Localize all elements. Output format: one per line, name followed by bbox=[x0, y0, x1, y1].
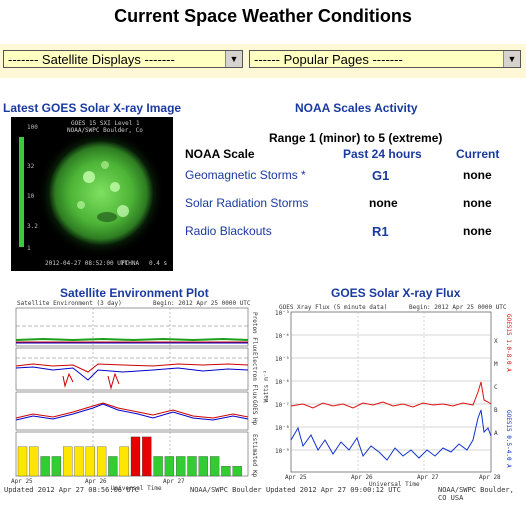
image-exposure: 0.4 s bbox=[149, 260, 168, 267]
xray-flux-svg bbox=[290, 311, 492, 473]
panel-label: Electron Flux bbox=[251, 352, 258, 399]
y-axis-label: Watts m⁻² bbox=[263, 370, 270, 403]
panel-label: Estimated Kp bbox=[251, 434, 258, 478]
sat-env-credit: NOAA/SWPC Boulder, CO USA bbox=[190, 486, 296, 494]
kp-bar bbox=[51, 456, 62, 477]
kp-bar bbox=[221, 466, 231, 477]
y-tick-label: 10⁻³ bbox=[275, 310, 290, 317]
xray-image-heading[interactable]: Latest GOES Solar X-ray Image bbox=[3, 101, 182, 115]
flare-class-label: X bbox=[494, 338, 498, 345]
image-filter: PTHNA bbox=[121, 260, 140, 267]
kp-bar bbox=[40, 456, 50, 477]
kp-bar bbox=[96, 446, 107, 477]
kp-bar-svg bbox=[17, 436, 242, 477]
sat-env-subtitle: Satellite Environment (3 day) bbox=[17, 300, 122, 307]
panel-label: Proton Flux bbox=[251, 312, 258, 352]
x-tick-label: Apr 27 bbox=[163, 478, 185, 485]
y-tick-label: 10⁻⁴ bbox=[275, 333, 290, 340]
chevron-down-icon[interactable]: ▼ bbox=[503, 51, 520, 67]
x-tick-label: Apr 26 bbox=[85, 478, 107, 485]
page-title: Current Space Weather Conditions bbox=[114, 6, 412, 26]
noaa-col-scale: NOAA Scale bbox=[185, 147, 255, 161]
kp-bar bbox=[119, 446, 129, 477]
kp-bar bbox=[85, 446, 95, 477]
geomagnetic-current-value: none bbox=[463, 168, 492, 182]
noaa-range-text: Range 1 (minor) to 5 (extreme) bbox=[269, 131, 443, 145]
radio-past-value[interactable]: R1 bbox=[372, 224, 389, 239]
x-tick-label: Apr 27 bbox=[417, 474, 439, 481]
kp-bar bbox=[63, 446, 73, 477]
kp-bar bbox=[130, 436, 141, 477]
flare-class-label: C bbox=[494, 384, 498, 391]
x-tick-label: Apr 28 bbox=[479, 474, 501, 481]
popular-pages-select[interactable]: ------ Popular Pages ------- ▼ bbox=[249, 50, 521, 68]
solar-radiation-storms-link[interactable]: Solar Radiation Storms bbox=[185, 196, 309, 210]
kp-bar bbox=[108, 456, 118, 477]
flare-class-label: B bbox=[494, 407, 498, 414]
noaa-scales-heading[interactable]: NOAA Scales Activity bbox=[295, 101, 418, 115]
sat-env-begin: Begin: 2012 Apr 25 0000 UTC bbox=[153, 300, 251, 307]
image-caption-top: GOES 15 SXI Level 1 bbox=[71, 120, 140, 127]
x-axis-label: Universal Time bbox=[111, 485, 162, 492]
sat-env-plot[interactable]: Satellite Environment (3 day) Begin: 201… bbox=[3, 300, 260, 495]
popular-pages-select-value: ------ Popular Pages ------- bbox=[254, 52, 403, 67]
kp-bar bbox=[74, 446, 84, 477]
xray-flux-credit: NOAA/SWPC Boulder, CO USA bbox=[438, 486, 514, 502]
radiation-current-value: none bbox=[463, 196, 492, 210]
kp-bar bbox=[29, 446, 39, 477]
colorbar-label: 100 bbox=[27, 124, 38, 131]
kp-bar bbox=[232, 466, 242, 477]
sat-env-updated: Updated 2012 Apr 27 08:56:06 UTC bbox=[4, 486, 139, 494]
solar-xray-image[interactable]: GOES 15 SXI Level 1 NOAA/SWPC Boulder, C… bbox=[11, 117, 173, 271]
colorbar-label: 3.2 bbox=[27, 223, 38, 230]
flare-class-label: M bbox=[494, 361, 498, 368]
xray-flux-plot[interactable]: GOES Xray Flux (5 minute data) Begin: 20… bbox=[263, 300, 525, 495]
colorbar-label: 10 bbox=[27, 193, 35, 200]
y-tick-label: 10⁻⁷ bbox=[275, 402, 290, 409]
geomagnetic-past-value[interactable]: G1 bbox=[372, 168, 390, 183]
x-tick-label: Apr 26 bbox=[351, 474, 373, 481]
geomagnetic-storms-link[interactable]: Geomagnetic Storms * bbox=[185, 168, 306, 182]
kp-bar bbox=[142, 436, 152, 477]
xray-flux-begin: Begin: 2012 Apr 25 0000 UTC bbox=[409, 304, 507, 311]
kp-bar bbox=[187, 456, 197, 477]
sat-env-heading[interactable]: Satellite Environment Plot bbox=[60, 286, 209, 300]
legend-long-channel: GOES15 1.0-8.0 A bbox=[505, 314, 512, 372]
noaa-col-24h: Past 24 hours bbox=[343, 147, 422, 161]
sat-env-svg bbox=[15, 307, 249, 477]
xray-flux-updated: Updated 2012 Apr 27 09:00:12 UTC bbox=[266, 486, 401, 494]
satellite-displays-select-value: ------- Satellite Displays ------- bbox=[8, 52, 175, 67]
xray-flux-subtitle: GOES Xray Flux (5 minute data) bbox=[279, 304, 388, 311]
colorbar-label: 32 bbox=[27, 163, 35, 170]
kp-bar bbox=[209, 456, 220, 477]
y-tick-label: 10⁻⁵ bbox=[275, 356, 290, 363]
satellite-displays-select[interactable]: ------- Satellite Displays ------- ▼ bbox=[3, 50, 243, 68]
x-tick-label: Apr 25 bbox=[11, 478, 33, 485]
kp-bar bbox=[164, 456, 175, 477]
y-tick-label: 10⁻⁸ bbox=[275, 425, 290, 432]
y-tick-label: 10⁻⁹ bbox=[275, 448, 290, 455]
colorbar-label: 1 bbox=[27, 245, 31, 252]
flare-class-label: A bbox=[494, 430, 498, 437]
kp-bar bbox=[176, 456, 186, 477]
chevron-down-icon[interactable]: ▼ bbox=[225, 51, 242, 67]
legend-short-channel: GOES15 0.5-4.0 A bbox=[505, 410, 512, 468]
panel-label: GOES Hp bbox=[251, 400, 258, 426]
x-axis-label: Universal Time bbox=[369, 481, 420, 488]
radio-blackouts-link[interactable]: Radio Blackouts bbox=[185, 224, 272, 238]
radiation-past-value: none bbox=[369, 196, 398, 210]
kp-bar bbox=[198, 456, 208, 477]
kp-bar bbox=[153, 456, 163, 477]
image-caption-sub: NOAA/SWPC Boulder, Co bbox=[67, 127, 143, 134]
noaa-col-current: Current bbox=[456, 147, 500, 161]
xray-flux-heading[interactable]: GOES Solar X-ray Flux bbox=[331, 286, 461, 300]
sun-image bbox=[19, 129, 165, 257]
image-timestamp: 2012-04-27 08:52:00 UTC bbox=[45, 260, 129, 267]
radio-current-value: none bbox=[463, 224, 492, 238]
x-tick-label: Apr 25 bbox=[285, 474, 307, 481]
y-tick-label: 10⁻⁶ bbox=[275, 379, 290, 386]
kp-bar bbox=[17, 446, 28, 477]
